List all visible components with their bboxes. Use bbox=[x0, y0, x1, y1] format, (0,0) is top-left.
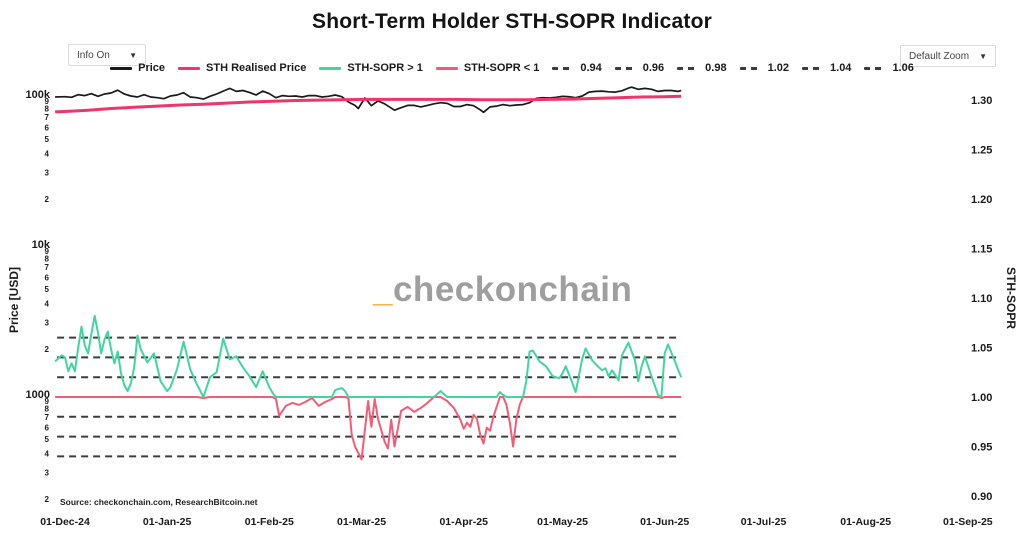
sth-realised-price-line bbox=[55, 94, 682, 114]
legend-item-8[interactable]: 1.04 bbox=[802, 62, 851, 74]
legend-item-5[interactable]: 0.96 bbox=[614, 62, 665, 74]
y-left-minor-tick-90000: 9 bbox=[45, 97, 50, 106]
legend-swatch bbox=[802, 66, 825, 70]
chart-legend: Price STH Realised Price STH-SOPR > 1 STH-S… bbox=[0, 62, 1024, 74]
y-right-tick-1.25: 1.25 bbox=[971, 145, 992, 157]
watermark-underscore: _ bbox=[373, 270, 393, 309]
legend-swatch bbox=[552, 66, 575, 70]
legend-item-3[interactable]: STH-SOPR < 1 bbox=[435, 62, 540, 74]
checkonchain-watermark: _checkonchain bbox=[373, 270, 632, 310]
info-dropdown-label: Info On bbox=[77, 49, 110, 61]
y-left-minor-tick-3000: 3 bbox=[45, 318, 50, 327]
legend-item-4[interactable]: 0.94 bbox=[552, 62, 602, 74]
legend-label: STH-SOPR < 1 bbox=[463, 62, 540, 74]
y-right-tick-1.10: 1.10 bbox=[971, 293, 992, 305]
y-left-tick-100k: 100k bbox=[26, 89, 51, 101]
legend-swatch bbox=[110, 66, 133, 70]
y-left-minor-tick-2000: 2 bbox=[45, 345, 50, 354]
y-axis-title-right: STH-SOPR bbox=[1004, 266, 1018, 329]
y-left-minor-tick-600: 6 bbox=[45, 423, 50, 432]
y-left-minor-tick-400: 4 bbox=[45, 450, 50, 459]
watermark-text: checkonchain bbox=[392, 270, 633, 309]
x-tick-01-Sep-25: 01-Sep-25 bbox=[943, 516, 993, 528]
legend-label: 1.02 bbox=[767, 62, 790, 74]
legend-item-2[interactable]: STH-SOPR > 1 bbox=[319, 62, 423, 74]
y-right-tick-0.90: 0.90 bbox=[971, 491, 992, 503]
x-tick-01-Apr-25: 01-Apr-25 bbox=[439, 516, 488, 528]
legend-label: Price bbox=[138, 62, 166, 74]
legend-swatch bbox=[864, 66, 887, 70]
legend-item-0[interactable]: Price bbox=[110, 62, 165, 74]
y-left-minor-tick-5000: 5 bbox=[45, 285, 50, 294]
y-axis-title-left: Price [USD] bbox=[7, 266, 21, 334]
legend-label: STH Realised Price bbox=[206, 62, 307, 74]
y-left-minor-tick-80000: 8 bbox=[45, 105, 50, 114]
y-left-minor-tick-800: 8 bbox=[45, 405, 50, 414]
legend-swatch bbox=[178, 66, 201, 70]
legend-item-6[interactable]: 0.98 bbox=[677, 62, 727, 74]
info-dropdown[interactable]: Info On ▼ bbox=[68, 44, 146, 66]
y-left-minor-tick-700: 7 bbox=[45, 413, 50, 422]
y-left-minor-tick-60000: 6 bbox=[45, 123, 50, 132]
y-left-minor-tick-9000: 9 bbox=[45, 247, 50, 256]
legend-label: 0.96 bbox=[642, 62, 665, 74]
zoom-dropdown-label: Default Zoom bbox=[909, 50, 970, 62]
sth-sopr-below-1-line bbox=[55, 396, 682, 461]
legend-item-7[interactable]: 1.02 bbox=[739, 62, 790, 74]
x-tick-01-Jun-25: 01-Jun-25 bbox=[640, 516, 689, 528]
legend-swatch bbox=[614, 66, 637, 70]
chevron-down-icon: ▼ bbox=[129, 50, 137, 60]
x-tick-01-Feb-25: 01-Feb-25 bbox=[245, 516, 294, 528]
x-tick-01-Mar-25: 01-Mar-25 bbox=[337, 516, 386, 528]
chevron-down-icon: ▼ bbox=[979, 51, 987, 61]
y-left-minor-tick-6000: 6 bbox=[45, 273, 50, 282]
y-left-minor-tick-20000: 2 bbox=[45, 195, 50, 204]
x-tick-01-Jan-25: 01-Jan-25 bbox=[143, 516, 192, 528]
y-left-minor-tick-300: 3 bbox=[45, 468, 50, 477]
legend-label: 0.94 bbox=[580, 62, 602, 74]
y-right-tick-1.20: 1.20 bbox=[971, 194, 992, 206]
legend-item-9[interactable]: 1.06 bbox=[864, 62, 914, 74]
y-right-tick-1.00: 1.00 bbox=[971, 392, 992, 404]
legend-swatch bbox=[677, 66, 700, 70]
legend-swatch bbox=[739, 66, 762, 70]
y-left-minor-tick-200: 2 bbox=[45, 495, 50, 504]
y-left-minor-tick-500: 5 bbox=[45, 435, 50, 444]
legend-label: STH-SOPR > 1 bbox=[347, 62, 423, 74]
y-right-tick-0.95: 0.95 bbox=[971, 442, 992, 454]
y-left-minor-tick-50000: 5 bbox=[45, 135, 50, 144]
y-left-minor-tick-900: 9 bbox=[45, 397, 50, 406]
y-left-minor-tick-30000: 3 bbox=[45, 168, 50, 177]
y-left-minor-tick-40000: 4 bbox=[45, 150, 50, 159]
y-left-tick-1000: 1000 bbox=[26, 389, 50, 401]
y-right-tick-1.15: 1.15 bbox=[971, 244, 992, 256]
source-attribution: Source: checkonchain.com, ResearchBitcoi… bbox=[60, 497, 258, 507]
sth-sopr-above-1-line bbox=[54, 314, 683, 398]
y-left-tick-10k: 10k bbox=[32, 239, 51, 251]
y-right-tick-1.30: 1.30 bbox=[971, 95, 992, 107]
legend-swatch bbox=[435, 66, 458, 70]
zoom-dropdown[interactable]: Default Zoom ▼ bbox=[900, 45, 996, 67]
chart-title: Short-Term Holder STH-SOPR Indicator bbox=[311, 10, 712, 33]
price-line bbox=[55, 86, 682, 114]
y-left-minor-tick-7000: 7 bbox=[45, 263, 50, 272]
x-tick-01-May-25: 01-May-25 bbox=[537, 516, 588, 528]
legend-label: 1.06 bbox=[892, 62, 914, 74]
legend-label: 1.04 bbox=[830, 62, 852, 74]
x-tick-01-Aug-25: 01-Aug-25 bbox=[840, 516, 891, 528]
y-left-minor-tick-4000: 4 bbox=[45, 300, 50, 309]
y-right-tick-1.05: 1.05 bbox=[971, 343, 992, 355]
legend-item-1[interactable]: STH Realised Price bbox=[178, 62, 306, 74]
x-tick-01-Dec-24: 01-Dec-24 bbox=[40, 516, 90, 528]
x-tick-01-Jul-25: 01-Jul-25 bbox=[741, 516, 787, 528]
y-left-minor-tick-70000: 7 bbox=[45, 113, 50, 122]
y-left-minor-tick-8000: 8 bbox=[45, 255, 50, 264]
legend-label: 0.98 bbox=[705, 62, 727, 74]
legend-swatch bbox=[319, 66, 342, 70]
